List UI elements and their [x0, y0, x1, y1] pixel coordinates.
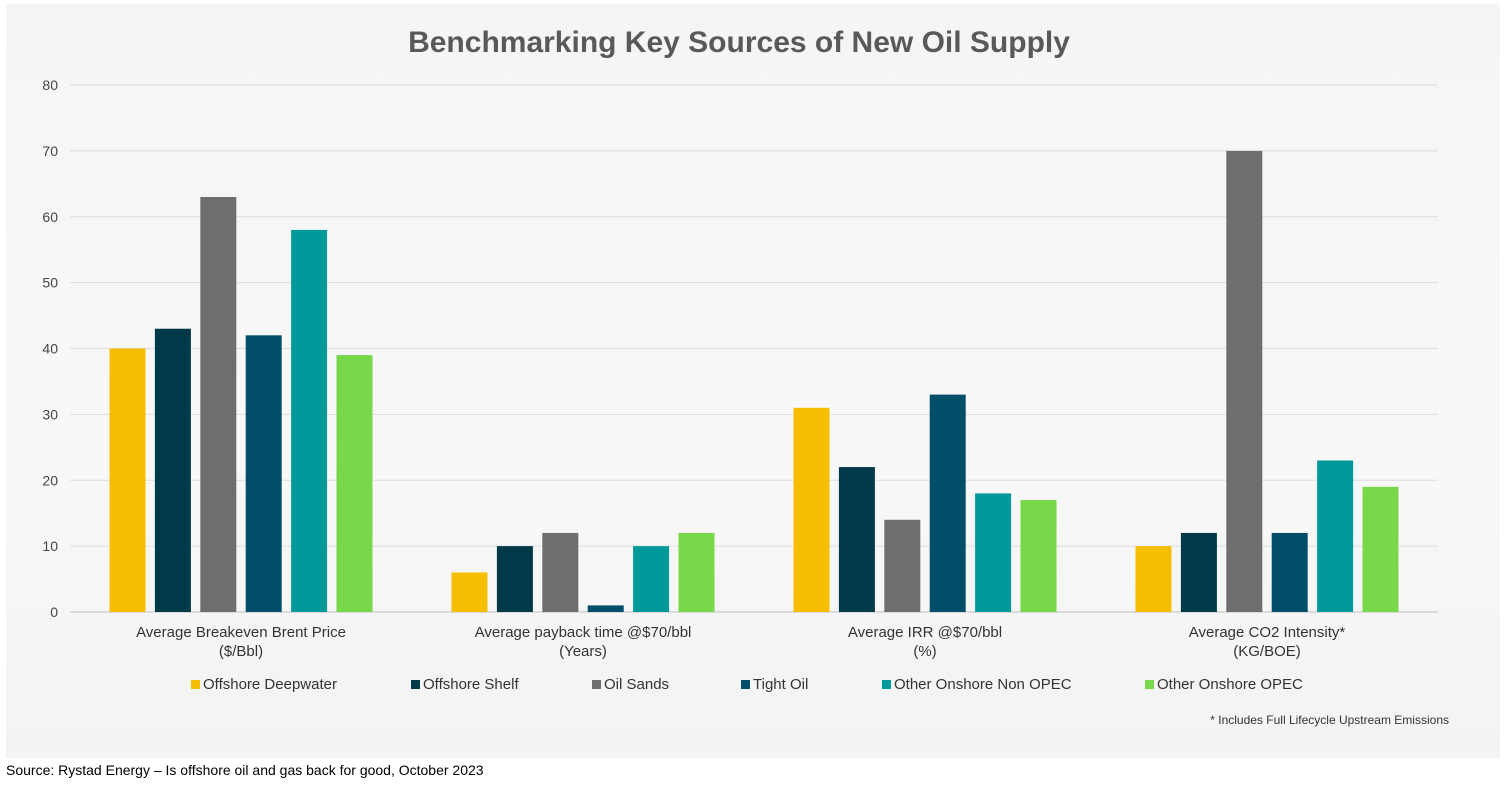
- category-label: Average IRR @$70/bbl: [848, 624, 1002, 641]
- bar: [1317, 460, 1354, 612]
- bar: [793, 407, 830, 612]
- bar: [336, 355, 373, 612]
- legend-label: Other Onshore OPEC: [1157, 676, 1303, 693]
- y-tick-label: 70: [42, 143, 58, 159]
- y-axis-ticks: 0 10 20 30 40 50 60 70 80: [42, 77, 58, 620]
- bar: [1020, 500, 1057, 612]
- bar: [1226, 150, 1263, 612]
- bar: [678, 532, 715, 612]
- bar: [587, 605, 624, 612]
- bar: [1180, 532, 1217, 612]
- legend-swatch: [592, 680, 601, 689]
- bar: [496, 546, 533, 612]
- footnote: * Includes Full Lifecycle Upstream Emiss…: [1210, 713, 1449, 727]
- legend-swatch: [1145, 680, 1154, 689]
- bar: [884, 519, 921, 612]
- legend-label: Tight Oil: [753, 676, 809, 693]
- bar: [291, 229, 328, 613]
- y-tick-label: 80: [42, 77, 58, 93]
- legend-swatch: [411, 680, 420, 689]
- bar: [451, 572, 488, 612]
- category-label: (%): [913, 643, 936, 660]
- category-label: Average CO2 Intensity*: [1189, 624, 1346, 641]
- y-tick-label: 60: [42, 209, 58, 225]
- bar: [1271, 532, 1308, 612]
- bar: [109, 348, 146, 612]
- legend-label: Oil Sands: [604, 676, 670, 693]
- y-tick-label: 20: [42, 472, 58, 488]
- category-label: (Years): [559, 643, 607, 660]
- category-label: ($/Bbl): [219, 643, 263, 660]
- bar: [975, 493, 1012, 612]
- legend-swatch: [191, 680, 200, 689]
- y-tick-label: 0: [50, 604, 58, 620]
- y-tick-label: 50: [42, 275, 58, 291]
- bar: [542, 532, 579, 612]
- category-label: (KG/BOE): [1233, 643, 1301, 660]
- legend-item: Other Onshore Non OPEC: [882, 676, 1072, 693]
- bar: [838, 467, 875, 612]
- bar: [929, 394, 966, 612]
- legend-swatch: [741, 680, 750, 689]
- bar: [245, 335, 282, 612]
- bar: [1362, 486, 1399, 612]
- category-labels: Average Breakeven Brent Price ($/Bbl) Aver…: [136, 624, 1345, 660]
- legend-swatch: [882, 680, 891, 689]
- legend-item: Offshore Deepwater: [191, 676, 337, 693]
- legend-item: Other Onshore OPEC: [1145, 676, 1303, 693]
- bars: [109, 150, 1399, 613]
- legend-item: Oil Sands: [592, 676, 669, 693]
- legend-label: Other Onshore Non OPEC: [894, 676, 1072, 693]
- category-label: Average payback time @$70/bbl: [475, 624, 692, 641]
- category-label: Average Breakeven Brent Price: [136, 624, 346, 641]
- y-tick-label: 40: [42, 341, 58, 357]
- y-tick-label: 30: [42, 406, 58, 422]
- y-tick-label: 10: [42, 538, 58, 554]
- legend: Offshore Deepwater Offshore Shelf Oil Sand…: [0, 676, 1504, 696]
- legend-label: Offshore Shelf: [423, 676, 519, 693]
- legend-item: Tight Oil: [741, 676, 808, 693]
- bar: [1135, 546, 1172, 612]
- legend-item: Offshore Shelf: [411, 676, 519, 693]
- bar: [200, 196, 237, 613]
- chart-title: Benchmarking Key Sources of New Oil Supp…: [408, 26, 1070, 59]
- legend-label: Offshore Deepwater: [203, 676, 337, 693]
- source-citation: Source: Rystad Energy – Is offshore oil …: [6, 762, 484, 778]
- bar: [633, 546, 670, 612]
- bar: [154, 328, 191, 612]
